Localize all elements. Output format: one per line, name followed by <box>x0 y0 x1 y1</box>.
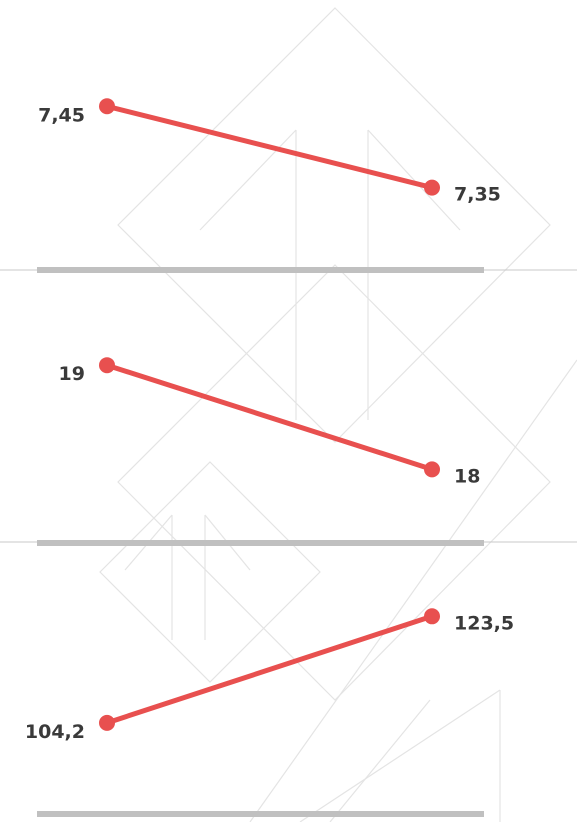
chart-2-start-point <box>99 357 115 374</box>
slope-chart-1: 7,45 7,35 <box>37 98 501 273</box>
chart-3-baseline <box>37 811 484 817</box>
slope-chart-3: 104,2 123,5 <box>25 608 514 817</box>
chart-1-end-label: 7,35 <box>454 184 501 206</box>
chart-2-baseline <box>37 540 484 546</box>
chart-1-baseline <box>37 267 484 273</box>
chart-1-slope-line <box>104 103 435 191</box>
chart-1-start-label: 7,45 <box>38 104 85 126</box>
chart-1-start-point <box>99 98 115 115</box>
chart-2-end-label: 18 <box>454 465 480 487</box>
chart-3-start-label: 104,2 <box>25 721 85 743</box>
chart-3-end-label: 123,5 <box>454 612 514 634</box>
slope-chart-2: 19 18 <box>37 357 484 546</box>
chart-3-end-point <box>424 608 440 625</box>
chart-1-end-point <box>424 179 440 196</box>
chart-2-slope-line <box>104 362 435 472</box>
chart-2-end-point <box>424 461 440 478</box>
chart-3-start-point <box>99 714 115 731</box>
chart-2-start-label: 19 <box>59 363 85 385</box>
chart-3-slope-line <box>104 613 435 726</box>
